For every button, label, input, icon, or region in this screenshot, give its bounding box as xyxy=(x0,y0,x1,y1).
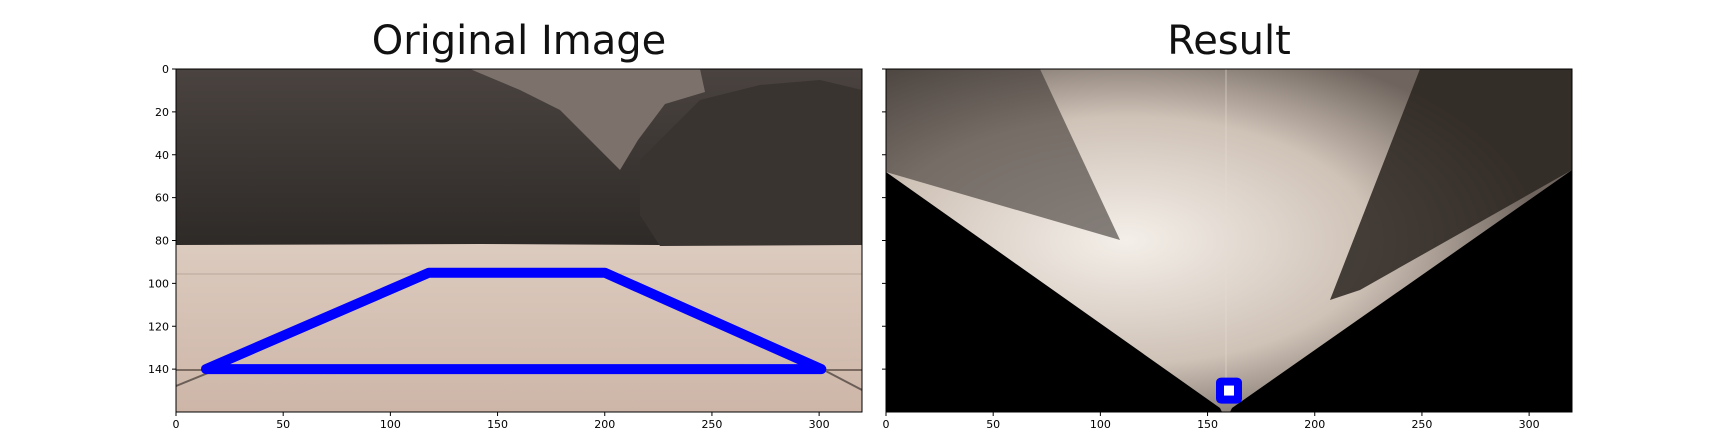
left-x-axis: 0 50 100 150 200 250 300 xyxy=(173,412,830,431)
y-tick-label: 0 xyxy=(162,63,169,76)
x-tick-label: 250 xyxy=(701,418,722,431)
x-tick-label: 200 xyxy=(1304,418,1325,431)
position-marker-center xyxy=(1224,385,1234,396)
right-boulder xyxy=(640,80,862,246)
x-tick-label: 50 xyxy=(276,418,290,431)
warped-dark-region xyxy=(886,69,1120,240)
right-x-axis: 0 50 100 150 200 250 300 xyxy=(883,412,1540,431)
x-tick-label: 250 xyxy=(1411,418,1432,431)
x-tick-label: 0 xyxy=(883,418,890,431)
y-tick-label: 140 xyxy=(148,363,169,376)
x-tick-label: 200 xyxy=(594,418,615,431)
x-tick-label: 100 xyxy=(380,418,401,431)
left-panel-title: Original Image xyxy=(371,18,667,64)
y-tick-label: 40 xyxy=(155,149,169,162)
x-tick-label: 0 xyxy=(173,418,180,431)
x-tick-label: 300 xyxy=(1519,418,1540,431)
x-tick-label: 150 xyxy=(1197,418,1218,431)
perspective-source-trapezoid xyxy=(201,267,827,375)
x-tick-label: 50 xyxy=(986,418,1000,431)
warped-result-panel xyxy=(886,69,1572,412)
y-tick-label: 20 xyxy=(155,106,169,119)
right-y-axis xyxy=(882,68,886,370)
original-image-panel xyxy=(175,69,863,412)
x-tick-label: 150 xyxy=(487,418,508,431)
warped-dark-region xyxy=(1330,69,1572,300)
right-panel-title: Result xyxy=(1167,18,1291,64)
x-tick-label: 300 xyxy=(809,418,830,431)
y-tick-label: 100 xyxy=(148,277,169,290)
y-tick-label: 80 xyxy=(155,235,169,248)
left-y-axis: 0 20 40 60 80 100 120 140 xyxy=(148,63,176,376)
ground-track xyxy=(819,367,863,391)
x-tick-label: 100 xyxy=(1090,418,1111,431)
sky-gap xyxy=(470,69,705,170)
y-tick-label: 60 xyxy=(155,192,169,205)
y-tick-label: 120 xyxy=(148,320,169,333)
